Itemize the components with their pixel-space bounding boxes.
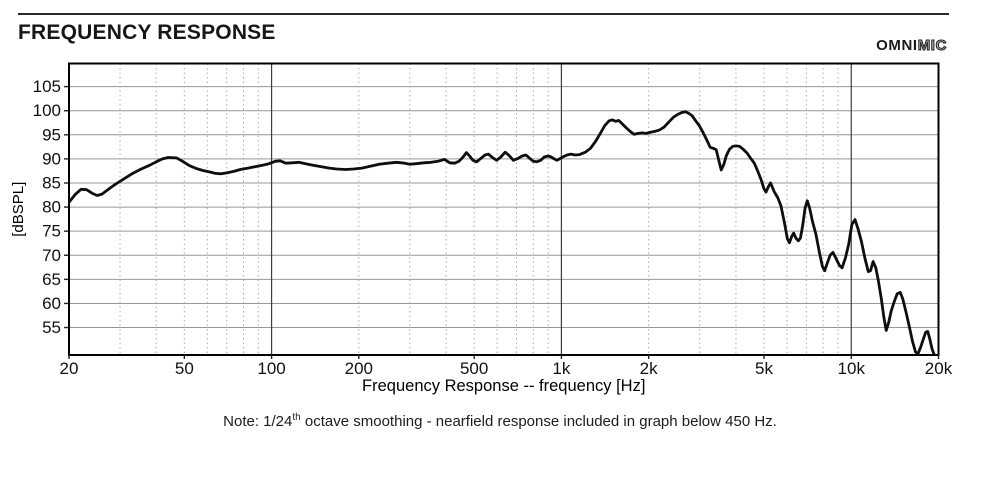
page-title: FREQUENCY RESPONSE (18, 21, 276, 44)
frequency-response-chart: 55 60 65 70 75 80 85 90 95 100 105 20 50 100 200 500 1k 2… (10, 62, 953, 395)
y-tick-label: 105 (33, 77, 61, 96)
x-tick-label: 2k (640, 359, 658, 378)
y-tick-label: 75 (42, 222, 61, 241)
response-curve (69, 110, 936, 355)
note-prefix: Note: 1/24 (223, 413, 293, 430)
top-rule (18, 13, 949, 15)
smoothing-note: Note: 1/24th octave smoothing - nearfiel… (0, 412, 1000, 430)
x-tick-label: 10k (838, 359, 866, 378)
y-tick-label: 90 (42, 149, 61, 168)
omnimic-logo: OMNIMIC (876, 37, 947, 55)
x-tick-label: 20 (60, 359, 79, 378)
x-axis-title: Frequency Response -- frequency [Hz] (362, 377, 645, 395)
x-tick-label: 20k (925, 359, 953, 378)
logo-omni-text: OMNI (876, 37, 918, 54)
note-suffix: octave smoothing - nearfield response in… (300, 413, 777, 430)
x-tick-label: 50 (175, 359, 194, 378)
y-tick-label: 60 (42, 294, 61, 313)
y-tick-label: 80 (42, 198, 61, 217)
y-tick-label: 55 (42, 318, 61, 337)
y-tick-label: 65 (42, 270, 61, 289)
y-tick-label: 70 (42, 246, 61, 265)
y-tick-label: 85 (42, 173, 61, 192)
x-tick-label: 100 (257, 359, 285, 378)
y-axis-title: [dBSPL] (10, 182, 27, 237)
y-tick-label: 100 (33, 101, 61, 120)
x-tick-label: 200 (345, 359, 373, 378)
x-tick-label: 5k (755, 359, 773, 378)
y-tick-label: 95 (42, 125, 61, 144)
logo-mic-text: MIC (917, 37, 947, 55)
x-tick-label: 500 (460, 359, 488, 378)
note-superscript: th (292, 412, 301, 423)
plot-frame (68, 62, 940, 356)
x-tick-label: 1k (552, 359, 570, 378)
